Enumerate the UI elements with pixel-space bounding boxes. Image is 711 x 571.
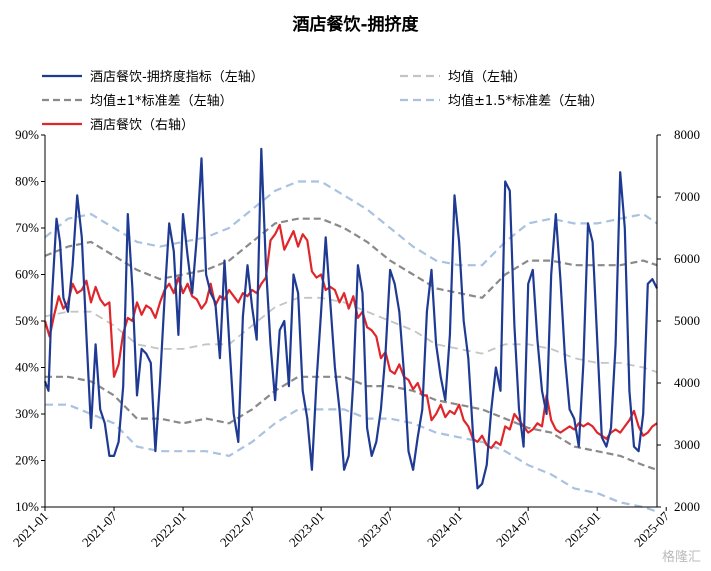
x-tick-label: 2025-07 <box>631 508 673 550</box>
legend-item: 均值±1.5*标准差（左轴） <box>400 93 603 109</box>
left-tick-label: 80% <box>15 174 39 189</box>
legend-item: 均值（左轴） <box>400 69 526 85</box>
legend-label: 酒店餐饮（右轴） <box>90 117 194 133</box>
right-tick-label: 2000 <box>674 499 700 514</box>
left-tick-label: 40% <box>15 360 39 375</box>
right-tick-label: 3000 <box>674 437 700 452</box>
left-tick-label: 50% <box>15 313 39 328</box>
legend-label: 酒店餐饮-拥挤度指标（左轴） <box>90 69 264 85</box>
legend: 酒店餐饮-拥挤度指标（左轴） 均值（左轴） 均值±1*标准差（左轴） 均值±1.5*标… <box>42 69 603 133</box>
left-tick-label: 90% <box>15 127 39 142</box>
right-tick-label: 8000 <box>674 127 700 142</box>
plot-area <box>43 147 658 513</box>
left-tick-label: 30% <box>15 406 39 421</box>
legend-item: 酒店餐饮（右轴） <box>42 117 194 133</box>
std1-lower-line <box>45 375 658 471</box>
left-tick-label: 10% <box>15 499 39 514</box>
left-tick-label: 70% <box>15 220 39 235</box>
watermark: 格隆汇 <box>661 550 701 565</box>
x-tick-label: 2023-07 <box>355 508 397 550</box>
chart-title: 酒店餐饮-拥挤度 <box>292 15 419 35</box>
hotel-catering-index-line <box>43 223 658 450</box>
x-tick-label: 2021-01 <box>10 509 51 550</box>
x-tick-label: 2025-01 <box>562 509 603 550</box>
x-tick-label: 2022-01 <box>148 509 189 550</box>
x-tick-label: 2022-07 <box>217 508 259 550</box>
right-tick-label: 7000 <box>674 189 700 204</box>
x-tick-label: 2024-01 <box>424 509 465 550</box>
x-tick-label: 2023-01 <box>286 509 327 550</box>
std15-upper-line <box>44 180 658 267</box>
right-tick-label: 5000 <box>674 313 700 328</box>
std15-lower-line <box>45 403 658 513</box>
legend-item: 酒店餐饮-拥挤度指标（左轴） <box>42 69 264 85</box>
right-tick-label: 4000 <box>674 375 700 390</box>
x-tick-label: 2021-07 <box>79 508 121 550</box>
crowding-indicator-line <box>43 147 658 490</box>
legend-item: 均值±1*标准差（左轴） <box>42 93 233 109</box>
legend-label: 均值（左轴） <box>448 69 526 85</box>
left-tick-label: 20% <box>15 453 39 468</box>
left-tick-label: 60% <box>15 267 39 282</box>
std1-upper-line <box>44 217 658 299</box>
legend-label: 均值±1*标准差（左轴） <box>90 93 233 109</box>
x-tick-label: 2024-07 <box>493 508 535 550</box>
right-tick-label: 6000 <box>674 251 700 266</box>
legend-label: 均值±1.5*标准差（左轴） <box>448 93 603 109</box>
